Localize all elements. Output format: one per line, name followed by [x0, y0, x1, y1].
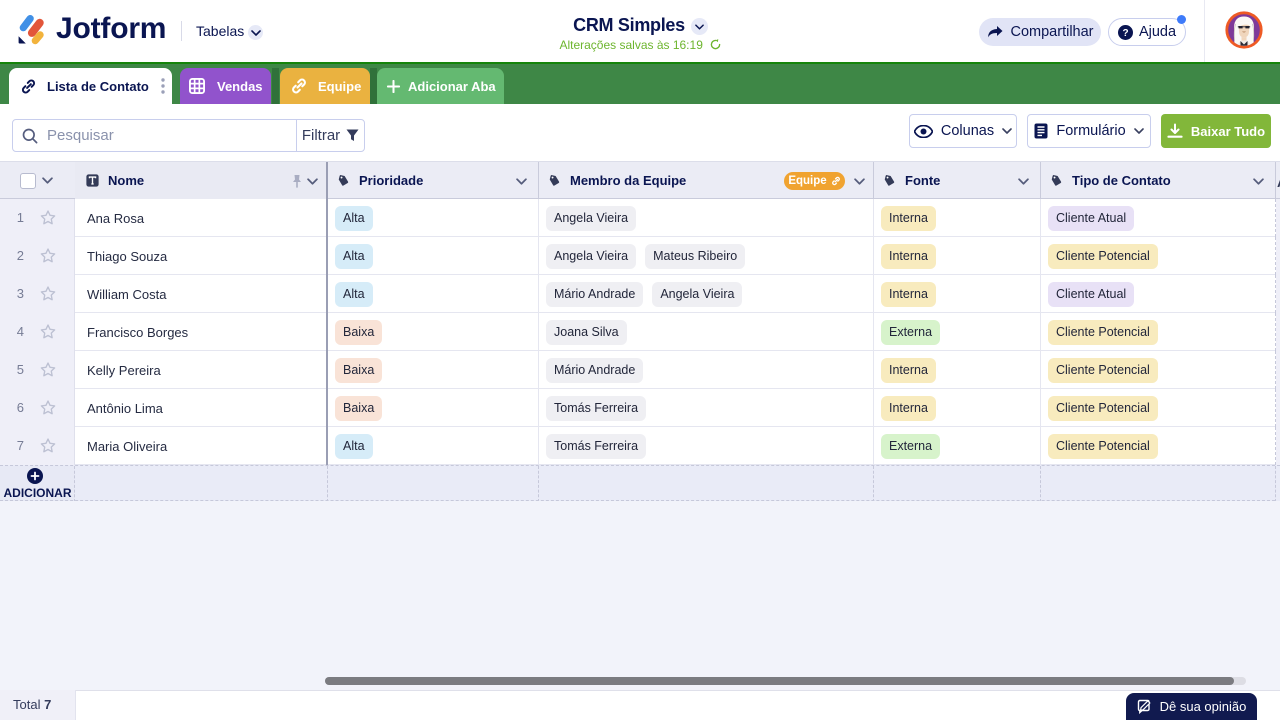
svg-text:?: ?: [1122, 28, 1128, 39]
